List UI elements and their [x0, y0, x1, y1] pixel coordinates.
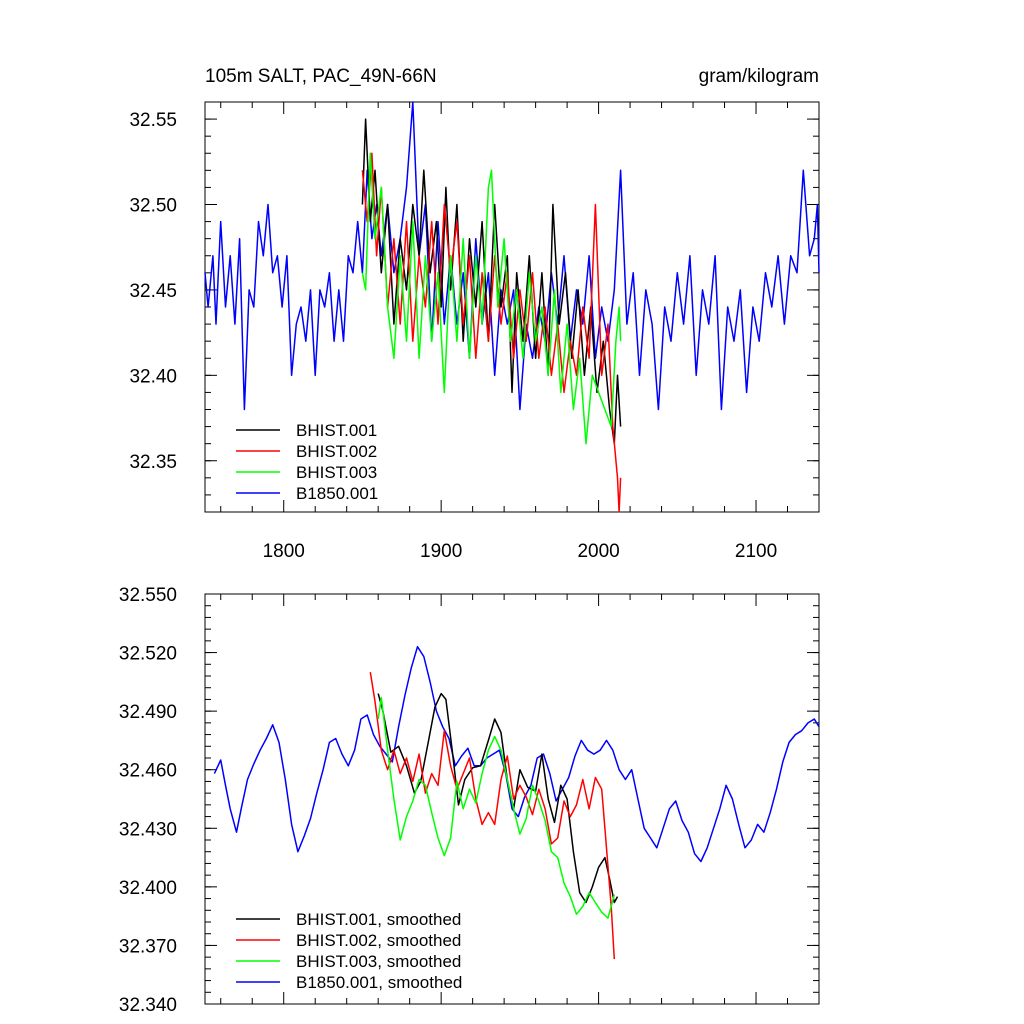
- y-tick-label: 32.40: [129, 366, 177, 387]
- y-tick-label: 32.35: [129, 452, 177, 473]
- x-tick-label: 2100: [735, 541, 777, 562]
- y-tick-label: 32.490: [119, 702, 177, 723]
- bottom-plot-frame: [204, 593, 820, 1005]
- y-tick-label: 32.430: [119, 819, 177, 840]
- y-tick-label: 32.520: [119, 644, 177, 665]
- y-tick-label: 32.460: [119, 761, 177, 782]
- legend-label: BHIST.002, smoothed: [296, 931, 461, 950]
- series-line-b1850-001-smoothed: [213, 645, 820, 863]
- legend-label: BHIST.003, smoothed: [296, 952, 461, 971]
- bottom-axis-ticks: 32.340 32.370 32.400 32.430 32.460 32.490 32.5…: [119, 585, 820, 1016]
- series-line-bhist-003-smoothed: [377, 696, 616, 919]
- legend-label: BHIST.001, smoothed: [296, 910, 461, 929]
- y-tick-label: 32.370: [119, 936, 177, 957]
- legend-label: B1850.001: [296, 484, 378, 503]
- bottom-legend: BHIST.001, smoothed BHIST.002, smoothed BH…: [236, 910, 462, 992]
- series-line-b1850-001: [204, 101, 820, 411]
- series-line-bhist-002-smoothed: [369, 671, 616, 960]
- top-series-group: [204, 101, 820, 513]
- bottom-panel: 32.340 32.370 32.400 32.430 32.460 32.490 32.5…: [119, 585, 820, 1016]
- x-tick-label: 2000: [577, 541, 619, 562]
- top-chart-title: 105m SALT, PAC_49N-66N: [205, 66, 437, 87]
- x-tick-label: 1800: [263, 541, 305, 562]
- y-tick-label: 32.400: [119, 878, 177, 899]
- legend-label: BHIST.002: [296, 442, 377, 461]
- legend-label: BHIST.003: [296, 463, 377, 482]
- top-chart-units: gram/kilogram: [699, 66, 819, 87]
- legend-label: B1850.001, smoothed: [296, 973, 462, 992]
- legend-label: BHIST.001: [296, 421, 377, 440]
- bottom-series-group: [213, 645, 820, 960]
- y-tick-label: 32.50: [129, 196, 177, 217]
- top-axis-ticks: 32.35 32.40 32.45 32.50 32.55 1800 1900 2000 210…: [129, 101, 820, 562]
- series-line-bhist-003: [361, 152, 622, 445]
- y-tick-label: 32.550: [119, 585, 177, 606]
- top-legend: BHIST.001 BHIST.002 BHIST.003 B1850.001: [236, 421, 378, 503]
- y-tick-label: 32.45: [129, 281, 177, 302]
- top-panel: 105m SALT, PAC_49N-66N gram/kilogram 32.…: [129, 66, 820, 562]
- y-tick-label: 32.340: [119, 995, 177, 1016]
- y-tick-label: 32.55: [129, 110, 177, 131]
- x-tick-label: 1900: [420, 541, 462, 562]
